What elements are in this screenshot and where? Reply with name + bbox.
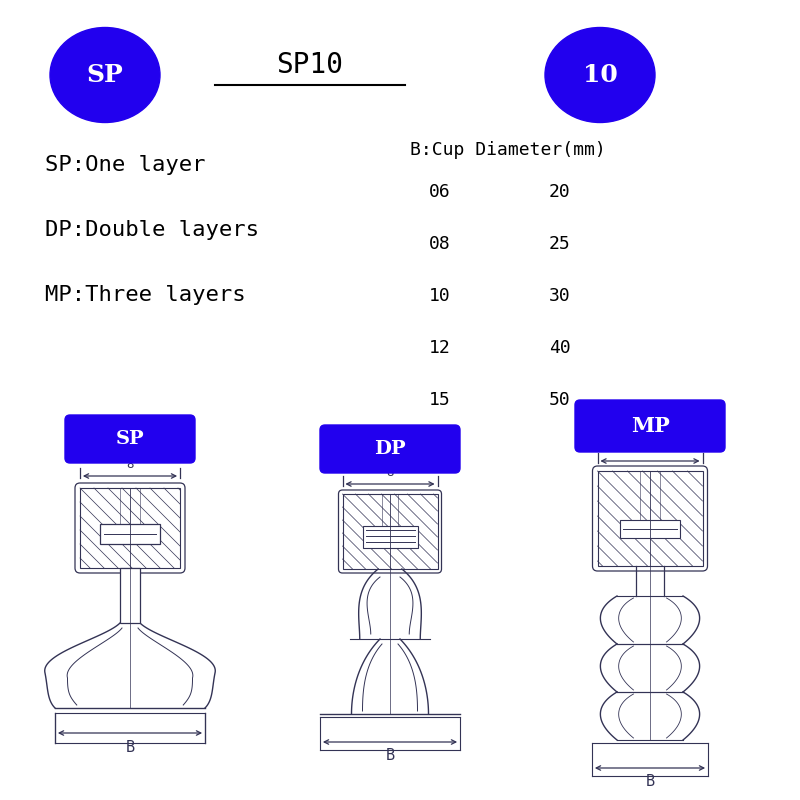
Text: 8: 8	[646, 442, 654, 455]
Text: MP: MP	[630, 416, 670, 436]
Text: SP10: SP10	[277, 51, 343, 79]
Ellipse shape	[545, 27, 655, 122]
Bar	[342, 494, 438, 569]
Text: 15: 15	[429, 391, 451, 409]
Bar	[598, 471, 702, 566]
Bar	[362, 526, 418, 547]
Text: SP: SP	[86, 63, 123, 87]
Bar	[100, 524, 160, 544]
Text: 30: 30	[549, 287, 571, 305]
Text: DP:Double layers: DP:Double layers	[45, 220, 259, 240]
Text: DP: DP	[374, 440, 406, 458]
Text: B: B	[126, 739, 134, 754]
FancyBboxPatch shape	[593, 466, 707, 571]
Text: B: B	[386, 749, 394, 763]
Bar	[120, 568, 140, 623]
Text: 50: 50	[549, 391, 571, 409]
Text: MP:Three layers: MP:Three layers	[45, 285, 246, 305]
Text: 12: 12	[429, 339, 451, 357]
Text: SP: SP	[116, 430, 144, 448]
Text: 40: 40	[549, 339, 571, 357]
Bar	[80, 488, 180, 568]
FancyBboxPatch shape	[65, 415, 195, 463]
Text: 8: 8	[126, 458, 134, 470]
Text: 25: 25	[549, 235, 571, 253]
FancyBboxPatch shape	[75, 483, 185, 573]
Text: 10: 10	[429, 287, 451, 305]
Ellipse shape	[50, 27, 160, 122]
Text: 06: 06	[429, 183, 451, 201]
FancyBboxPatch shape	[320, 425, 460, 473]
Text: B:Cup Diameter(mm): B:Cup Diameter(mm)	[410, 141, 606, 159]
Text: B: B	[646, 774, 654, 790]
FancyBboxPatch shape	[338, 490, 442, 573]
Text: 10: 10	[582, 63, 618, 87]
Text: SP:One layer: SP:One layer	[45, 155, 206, 175]
Bar	[620, 520, 680, 538]
Text: 08: 08	[429, 235, 451, 253]
FancyBboxPatch shape	[575, 400, 725, 452]
Text: 8: 8	[386, 466, 394, 478]
Text: 20: 20	[549, 183, 571, 201]
